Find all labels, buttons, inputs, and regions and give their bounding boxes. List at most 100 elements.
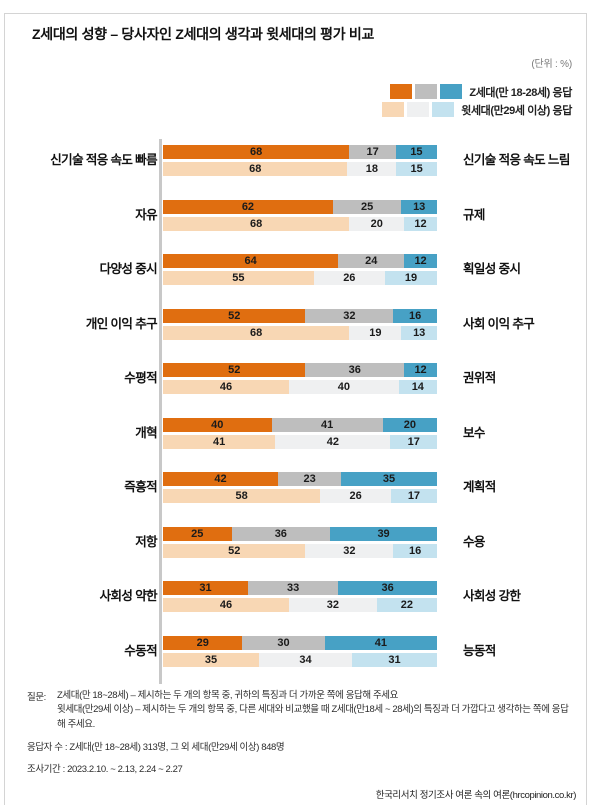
row-label-right: 수용 [463, 535, 485, 549]
bar-segment: 26 [320, 489, 391, 503]
bar-elder-generation: 46 40 14 [163, 380, 437, 394]
bar-segment: 25 [332, 200, 402, 214]
bar-z-generation: 64 24 12 [163, 254, 437, 268]
row-label-left: 개혁 [135, 426, 157, 440]
legend: Z세대(만 18-28세) 응답 윗세대(만29세 이상) 응답 [382, 84, 572, 120]
row-label-right: 능동적 [463, 644, 496, 658]
infographic-frame: Z세대의 성향 – 당사자인 Z세대의 생각과 윗세대의 평가 비교 (단위 :… [4, 13, 587, 805]
bar-segment: 35 [341, 472, 437, 486]
row-label-right: 획일성 중시 [463, 262, 521, 276]
bar-segment: 40 [163, 418, 272, 432]
bar-segment: 20 [349, 217, 405, 231]
bar-segment: 32 [305, 309, 394, 323]
row-bars: 52 32 16 68 19 13 [163, 309, 438, 340]
row-label-left: 개인 이익 추구 [85, 317, 158, 331]
bar-segment: 35 [163, 653, 259, 667]
bar-segment: 12 [404, 217, 437, 231]
chart-row: 개혁 40 41 20 41 42 17 보수 [5, 418, 586, 449]
legend-swatches-elder [382, 102, 455, 117]
bar-segment: 13 [401, 200, 437, 214]
bar-segment: 12 [404, 254, 437, 268]
bar-elder-generation: 41 42 17 [163, 435, 437, 449]
bar-elder-generation: 46 32 22 [163, 598, 438, 612]
bar-segment: 36 [231, 527, 331, 541]
row-label-right: 규제 [463, 208, 485, 222]
bar-z-generation: 31 33 36 [163, 581, 437, 595]
bar-segment: 26 [313, 271, 385, 285]
bar-segment: 68 [163, 326, 350, 340]
legend-swatch-teal-icon [440, 84, 463, 99]
bar-segment: 41 [324, 636, 437, 650]
bar-segment: 40 [289, 380, 399, 394]
unit-label: (단위 : %) [531, 59, 572, 70]
bar-segment: 39 [330, 527, 437, 541]
row-bars: 25 36 39 52 32 16 [163, 527, 438, 558]
row-label-left: 즉흥적 [124, 480, 157, 494]
bar-segment: 68 [163, 217, 350, 231]
legend-swatch-gray-icon [415, 84, 438, 99]
bar-segment: 64 [163, 254, 339, 268]
chart-row: 즉흥적 42 23 35 58 26 17 계획적 [5, 472, 586, 503]
legend-swatches-z [390, 84, 463, 99]
bar-segment: 18 [347, 162, 397, 176]
bar-segment: 17 [390, 435, 437, 449]
chart-row: 자유 62 25 13 68 20 12 규제 [5, 200, 586, 231]
row-label-left: 수동적 [124, 644, 157, 658]
bar-segment: 14 [398, 380, 437, 394]
bar-segment: 41 [163, 435, 276, 449]
bar-segment: 52 [163, 309, 306, 323]
bar-segment: 52 [163, 363, 306, 377]
source-credit: 한국리서치 정기조사 여론 속의 여론(hrcopinion.co.kr) [375, 790, 577, 802]
bar-z-generation: 42 23 35 [163, 472, 437, 486]
bar-segment: 58 [163, 489, 321, 503]
row-label-left: 신기술 적응 속도 빠름 [50, 153, 157, 167]
bar-segment: 30 [242, 636, 325, 650]
bar-segment: 68 [163, 162, 348, 176]
bar-elder-generation: 68 19 13 [163, 326, 437, 340]
survey-period-note: 조사기간 : 2023.2.10. ~ 2.13, 2.24 ~ 2.27 [27, 764, 183, 776]
row-label-right: 권위적 [463, 371, 496, 385]
row-label-right: 사회성 강한 [463, 589, 521, 603]
bar-segment: 19 [349, 326, 402, 340]
bar-z-generation: 62 25 13 [163, 200, 437, 214]
bar-segment: 25 [163, 527, 232, 541]
bar-segment: 46 [163, 598, 290, 612]
row-label-right: 신기술 적응 속도 느림 [463, 153, 570, 167]
row-label-right: 사회 이익 추구 [463, 317, 535, 331]
legend-swatch-light-blue-icon [432, 102, 455, 117]
bar-segment: 55 [163, 271, 314, 285]
question-text: Z세대(만 18~28세) – 제시하는 두 개의 항목 중, 귀하의 특징과 … [57, 689, 576, 732]
bar-elder-generation: 35 34 31 [163, 653, 437, 667]
bar-segment: 41 [271, 418, 383, 432]
legend-swatch-light-gray-icon [407, 102, 430, 117]
bar-z-generation: 52 36 12 [163, 363, 437, 377]
bar-segment: 15 [396, 162, 437, 176]
bar-segment: 33 [247, 581, 339, 595]
row-label-right: 보수 [463, 426, 485, 440]
row-label-left: 사회성 약한 [99, 589, 158, 603]
bar-segment: 36 [305, 363, 405, 377]
bar-z-generation: 25 36 39 [163, 527, 437, 541]
row-label-left: 다양성 중시 [99, 262, 158, 276]
bar-elder-generation: 55 26 19 [163, 271, 437, 285]
bar-segment: 62 [163, 200, 333, 214]
legend-swatch-light-orange-icon [382, 102, 405, 117]
bar-segment: 34 [258, 653, 353, 667]
row-bars: 29 30 41 35 34 31 [163, 636, 437, 667]
bar-segment: 31 [163, 581, 248, 595]
bar-segment: 36 [338, 581, 437, 595]
chart-row: 사회성 약한 31 33 36 46 32 22 사회성 강한 [5, 581, 586, 612]
legend-swatch-orange-icon [390, 84, 413, 99]
chart-row: 수동적 29 30 41 35 34 31 능동적 [5, 636, 586, 667]
chart-area: 신기술 적응 속도 빠름 68 17 15 68 18 15 신기술 적응 속도 느림 자유 62… [5, 139, 586, 690]
row-label-left: 자유 [135, 208, 157, 222]
chart-row: 수평적 52 36 12 46 40 14 권위적 [5, 363, 586, 394]
bar-segment: 15 [395, 145, 437, 159]
bar-elder-generation: 68 18 15 [163, 162, 437, 176]
question-line-elder: 윗세대(만29세 이상) – 제시하는 두 개의 항목 중, 다른 세대와 비교… [57, 704, 569, 730]
bar-segment: 31 [352, 653, 437, 667]
bar-z-generation: 40 41 20 [163, 418, 437, 432]
bar-segment: 42 [275, 435, 391, 449]
bar-segment: 20 [382, 418, 437, 432]
chart-row: 개인 이익 추구 52 32 16 68 19 13 사회 이익 추구 [5, 309, 586, 340]
